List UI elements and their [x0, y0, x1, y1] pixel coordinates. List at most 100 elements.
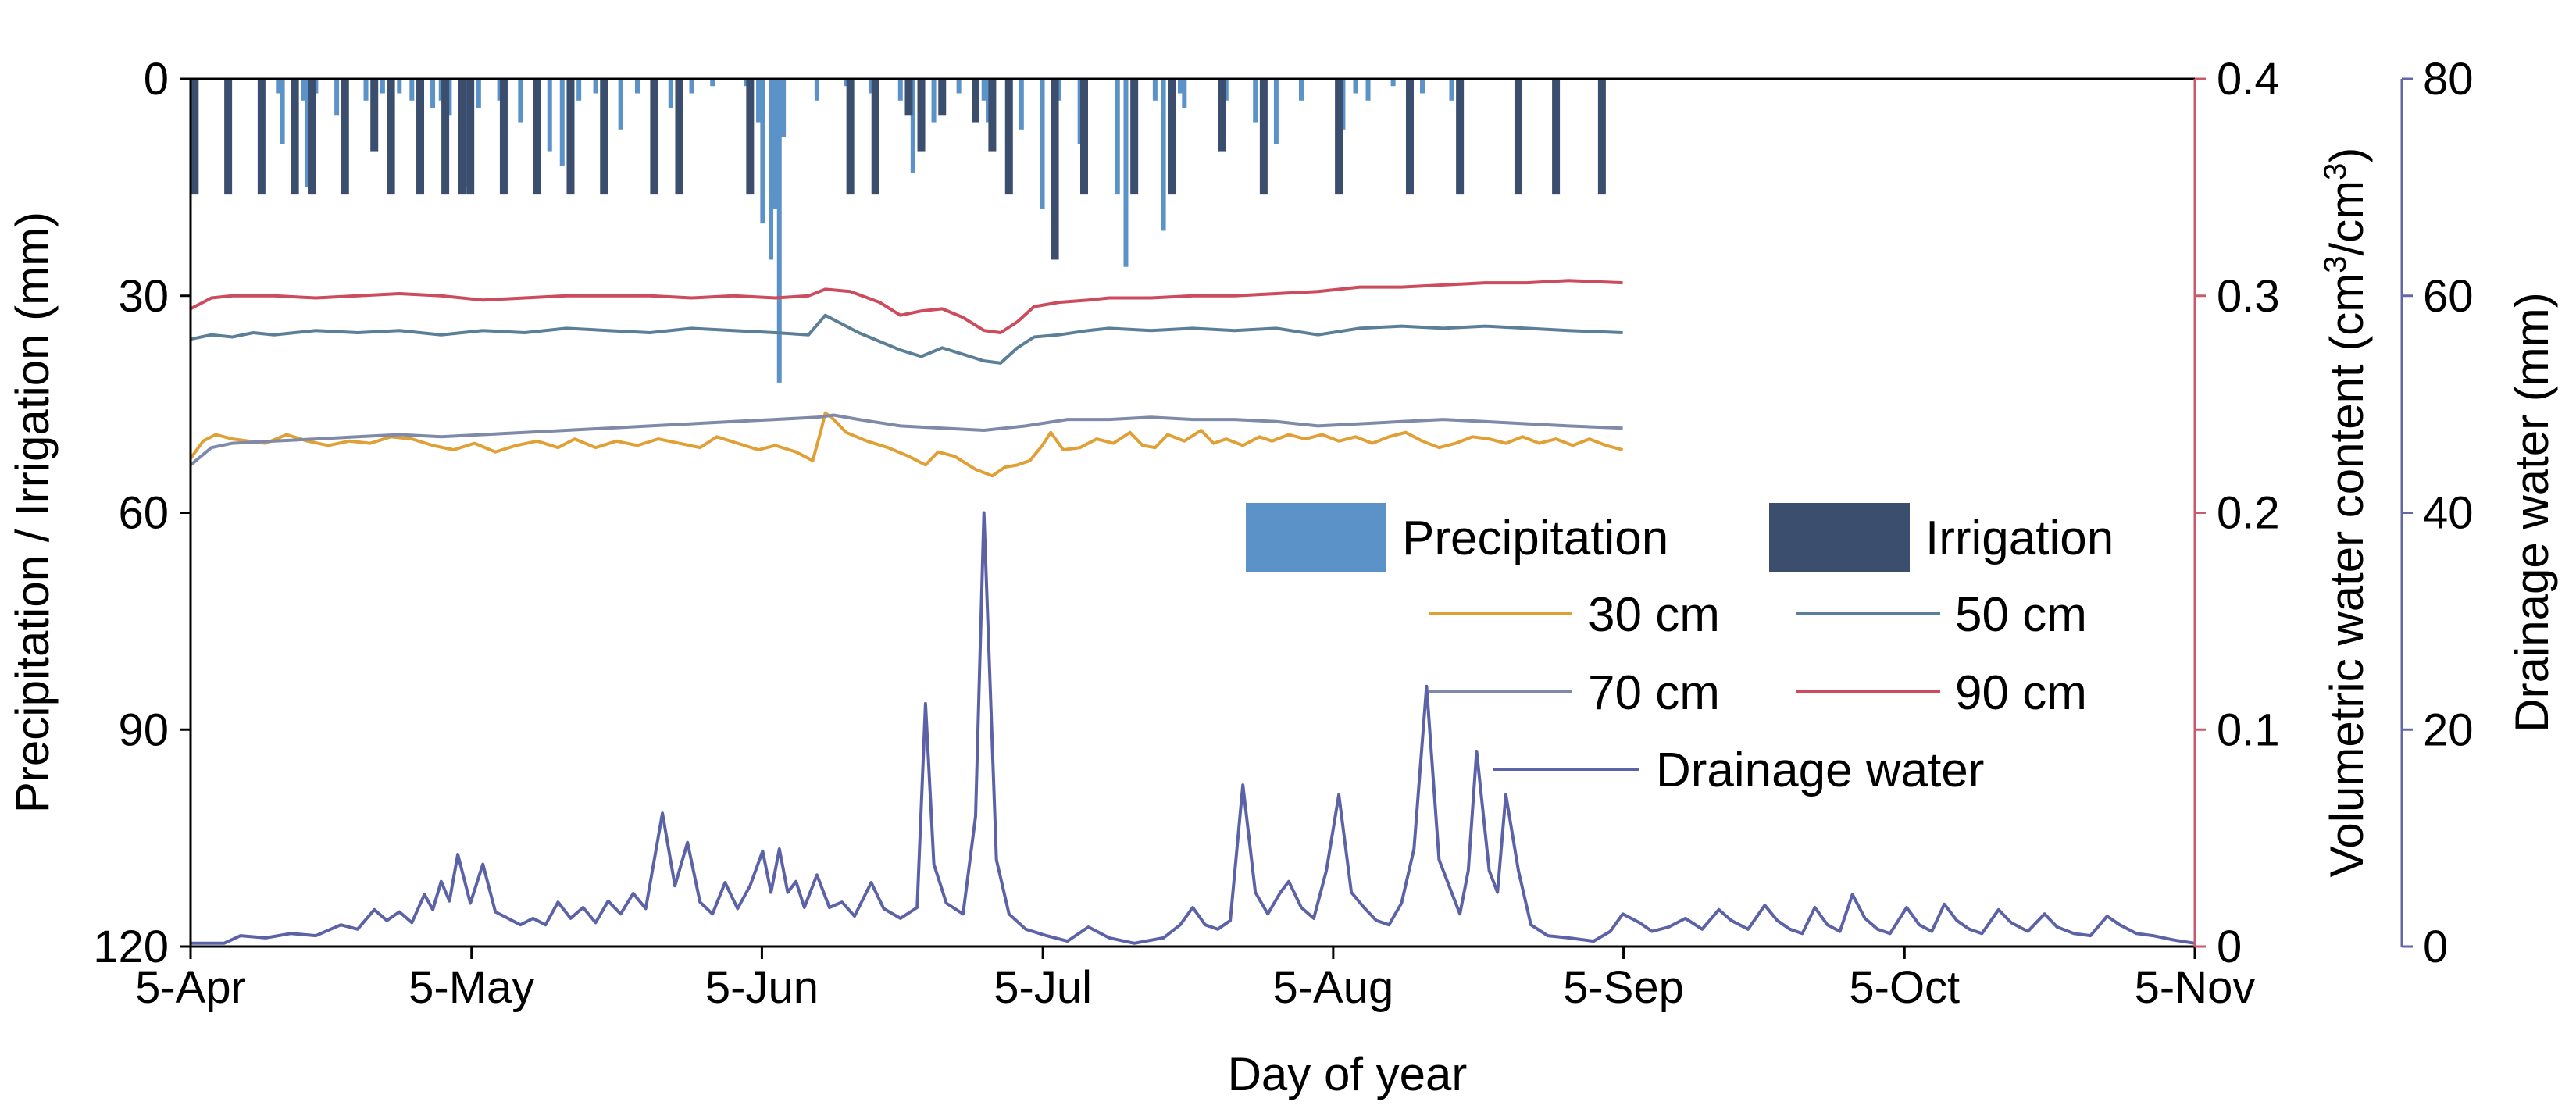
precipitation-bar [635, 79, 640, 94]
x-tick-label: 5-Nov [2135, 962, 2256, 1013]
precipitation-bar [1019, 79, 1024, 130]
irrigation-bar [416, 79, 425, 195]
legend-swatch-precipitation [1246, 503, 1386, 572]
right1-title-prefix: Volumetric water content (cm [2321, 273, 2373, 878]
precipitation-bar [931, 79, 937, 123]
left-tick-label: 0 [144, 54, 169, 105]
precipitation-bar [409, 79, 415, 101]
left-tick-label: 90 [118, 704, 169, 755]
legend-swatch-irrigation [1769, 503, 1910, 572]
precipitation-bar [463, 79, 469, 187]
precipitation-bar [1177, 79, 1183, 94]
precipitation-bar [776, 79, 782, 383]
precipitation-bar [301, 79, 306, 101]
irrigation-bar [746, 79, 755, 195]
precipitation-bar [814, 79, 819, 101]
precipitation-bar [1223, 79, 1229, 101]
irrigation-bar [1514, 79, 1522, 195]
precipitation-bar [476, 79, 481, 109]
precipitation-bar [1340, 79, 1346, 130]
legend-label-70cm: 70 cm [1588, 666, 1720, 720]
left-tick-labels: 0 30 60 90 120 [93, 54, 191, 972]
x-tick-label: 5-Sep [1563, 962, 1684, 1013]
irrigation-bar [871, 79, 879, 195]
right1-title-sup2: 3 [2318, 163, 2353, 180]
precipitation-bar [1115, 79, 1120, 195]
irrigation-bar [1405, 79, 1414, 195]
precipitation-bar [518, 79, 523, 123]
irrigation-bar [441, 79, 450, 195]
precipitation-bar [576, 79, 582, 101]
precipitation-bar [689, 79, 694, 94]
precipitation-bar [397, 79, 402, 94]
irrigation-bar [308, 79, 316, 195]
irrigation-bar [1456, 79, 1465, 195]
right2-tick-label: 0 [2423, 922, 2448, 972]
irrigation-bar [650, 79, 658, 195]
irrigation-bar [499, 79, 508, 195]
irrigation-bar [1597, 79, 1606, 195]
left-axis-title: Precipitation / Irrigation (mm) [6, 212, 59, 813]
irrigation-bar [1130, 79, 1139, 195]
precipitation-bar [280, 79, 285, 144]
legend-label-90cm: 90 cm [1955, 666, 2087, 720]
irrigation-bar [466, 79, 475, 195]
legend: Precipitation Irrigation 30 cm 50 cm 70 … [1246, 503, 2114, 797]
precipitation-bar [772, 79, 778, 209]
precipitation-bar [380, 79, 385, 94]
irrigation-bar [191, 79, 199, 195]
irrigation-bar [224, 79, 233, 195]
right1-axis-title: Volumetric water content (cm3/cm3) [2318, 148, 2373, 878]
x-axis-title: Day of year [1228, 1048, 1468, 1100]
irrigation-bar [972, 79, 980, 123]
right1-title-mid: /cm [2321, 180, 2373, 256]
legend-label-drainage: Drainage water [1656, 743, 1984, 797]
precipitation-bar [743, 79, 748, 87]
right2-axis-title: Drainage water (mm) [2506, 292, 2558, 732]
precipitation-bar [1123, 79, 1129, 267]
left-tick-label: 60 [118, 488, 169, 539]
right-tick-labels-vwc: 0 0.1 0.2 0.3 0.4 [2195, 54, 2280, 972]
right1-tick-label: 0 [2217, 922, 2242, 972]
precipitation-bar [910, 79, 915, 173]
right1-tick-label: 0.2 [2217, 488, 2280, 539]
precipitation-bar [1390, 79, 1396, 87]
irrigation-bar [846, 79, 855, 195]
irrigation-bar [291, 79, 299, 195]
irrigation-bar [917, 79, 926, 152]
precipitation-bar [869, 79, 874, 94]
irrigation-bar [533, 79, 541, 195]
irrigation-bar [387, 79, 395, 195]
precipitation-bar [334, 79, 340, 116]
right1-title-suffix: ) [2321, 148, 2373, 163]
irrigation-bar [904, 79, 913, 116]
precipitation-bar [1273, 79, 1279, 144]
irrigation-bar [1552, 79, 1561, 195]
x-tick-label: 5-Apr [135, 962, 246, 1013]
precipitation-bar [981, 79, 987, 101]
precipitation-bar [1152, 79, 1158, 101]
irrigation-bar [257, 79, 266, 195]
irrigation-bar [938, 79, 947, 116]
right2-tick-label: 20 [2423, 704, 2474, 755]
precipitation-bar [1449, 79, 1454, 101]
precipitation-bar [1040, 79, 1045, 209]
precipitation-bar [1077, 79, 1083, 144]
irrigation-bar [600, 79, 608, 195]
precipitation-bar [1161, 79, 1166, 231]
precipitation-bar [276, 79, 281, 94]
precipitation-bar [313, 79, 319, 94]
irrigation-bar [458, 79, 466, 195]
right2-tick-label: 40 [2423, 488, 2474, 539]
x-tick-label: 5-Aug [1272, 962, 1393, 1013]
irrigation-bar [1335, 79, 1343, 195]
precipitation-bar [1298, 79, 1304, 101]
precipitation-bar [1253, 79, 1258, 123]
right1-tick-label: 0.1 [2217, 704, 2280, 755]
left-tick-label: 30 [118, 271, 169, 322]
irrigation-bar [1168, 79, 1176, 195]
x-tick-label: 5-Jun [705, 962, 819, 1013]
drainage-water-line [191, 511, 2196, 945]
precipitation-bar [986, 79, 991, 123]
